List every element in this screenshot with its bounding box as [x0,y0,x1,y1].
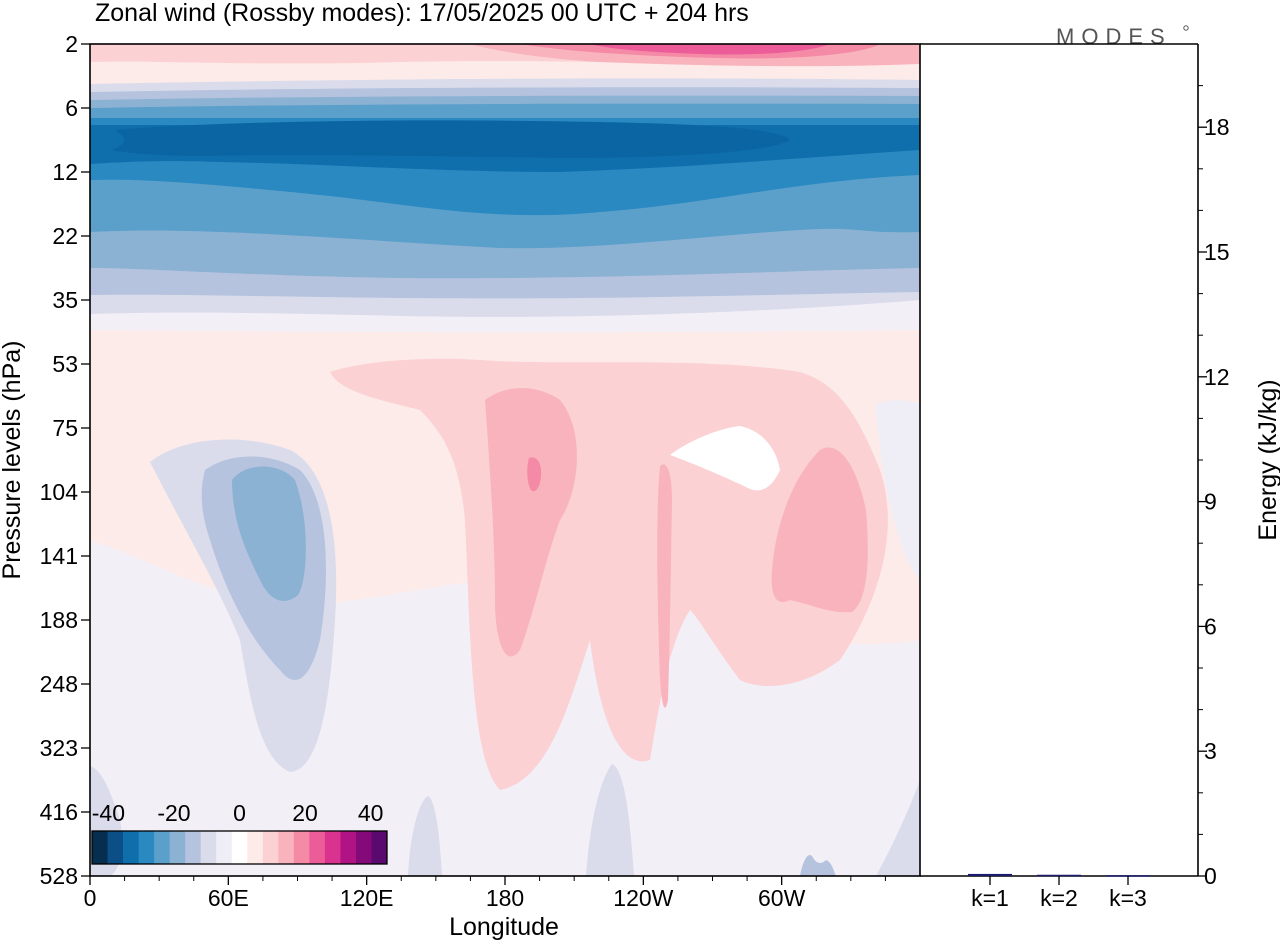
colorbar-swatch [262,831,279,864]
colorbar-swatch [200,831,217,864]
colorbar-swatch [92,831,108,864]
energy-tick-label: 15 [1204,239,1230,265]
colorbar-swatch [324,831,341,864]
y-tick-label: 528 [40,863,78,889]
energy-tick-label: 6 [1204,613,1217,639]
y-tick-label: 53 [52,351,78,377]
colorbar-swatch [107,831,124,864]
colorbar-swatch [216,831,233,864]
energy-category-label: k=3 [1109,885,1147,911]
energy-bars: k=1 k=2 k=3 [968,873,1150,911]
colorbar-swatch [278,831,295,864]
colorbar-tick-label: 40 [358,800,384,826]
colorbar-swatch [355,831,372,864]
colorbar-tick-label: 20 [292,800,318,826]
energy-axis-label: Energy (kJ/kg) [1254,379,1280,540]
y-tick-label: 248 [40,671,78,697]
colorbar-swatch [293,831,310,864]
y-tick-label: 12 [52,159,78,185]
modes-logo: MODES [1056,24,1172,49]
colorbar-frame [91,830,388,865]
colorbar-swatches [92,831,388,864]
x-tick-label: 120E [340,885,394,911]
x-tick-label: 60E [208,885,249,911]
y-tick-label: 416 [40,799,78,825]
energy-bar-1 [968,873,1012,876]
colorbar-tick-label: 0 [233,800,246,826]
x-axis-label: Longitude [449,913,559,941]
colorbar-swatch [154,831,171,864]
y-tick-label: 104 [40,479,79,505]
energy-category-label: k=1 [971,885,1009,911]
colorbar-legend: -40 -20 0 20 40 [91,800,388,865]
x-tick-label: 120W [613,885,673,911]
energy-category-label: k=2 [1040,885,1078,911]
x-axis: 0 60E 120E 180 120W 60W [84,876,886,911]
y-tick-label: 323 [40,735,78,761]
energy-tick-label: 12 [1204,364,1230,390]
y-tick-label: 75 [52,415,78,441]
colorbar-tick-label: -40 [92,800,125,826]
colorbar-swatch [309,831,326,864]
energy-tick-label: 18 [1204,114,1230,140]
y-tick-label: 6 [65,95,78,121]
colorbar-swatch [123,831,139,864]
y-axis-label: Pressure levels (hPa) [0,341,26,580]
colorbar-swatch [340,831,357,864]
y-tick-label: 141 [40,543,78,569]
y-tick-label: 35 [52,287,78,313]
energy-bar-3 [1106,875,1150,877]
energy-tick-label: 0 [1204,863,1217,889]
x-tick-label: 60W [758,885,806,911]
energy-tick-label: 3 [1204,738,1217,764]
y-axis: 2 6 12 22 35 53 75 104 141 188 248 323 416 528 [40,31,90,889]
colorbar-swatch [185,831,202,864]
colorbar-swatch [231,831,248,864]
contour-field [90,44,920,876]
colorbar-labels: -40 -20 0 20 40 [92,800,384,826]
x-tick-label: 180 [486,885,524,911]
energy-axis: 0 3 6 9 12 15 18 [1198,85,1230,889]
colorbar-swatch [138,831,155,864]
x-tick-label: 0 [84,885,97,911]
energy-bar-2 [1037,874,1081,877]
y-tick-label: 22 [52,223,78,249]
energy-panel-frame [920,43,1199,877]
colorbar-swatch [247,831,264,864]
y-tick-label: 188 [40,607,78,633]
colorbar-tick-label: -20 [157,800,190,826]
energy-tick-label: 9 [1204,489,1217,515]
y-tick-label: 2 [65,31,78,57]
colorbar-swatch [371,831,388,864]
colorbar-swatch [169,831,186,864]
logo-registered-icon [1183,25,1189,31]
chart-title: Zonal wind (Rossby modes): 17/05/2025 00… [95,0,749,27]
